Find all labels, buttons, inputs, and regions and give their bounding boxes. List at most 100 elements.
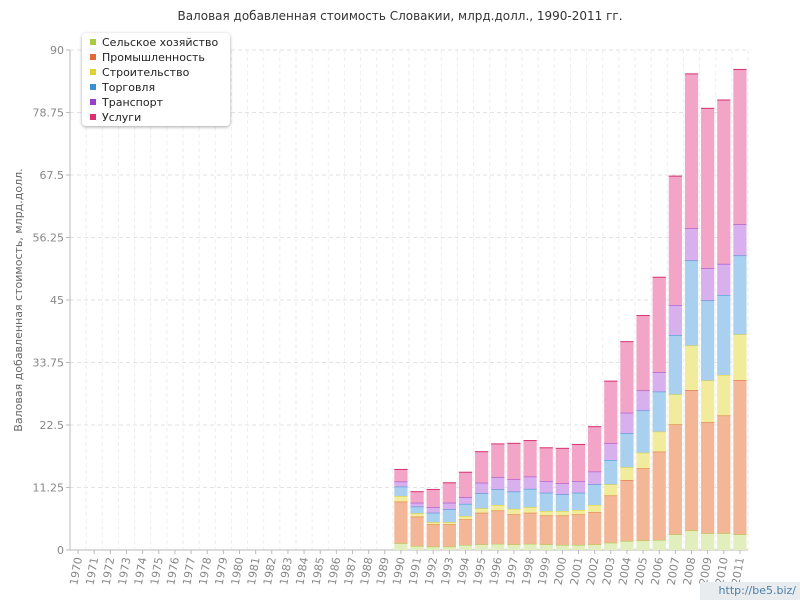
x-tick-label: 1975 — [148, 556, 166, 586]
bar-segment — [523, 512, 537, 544]
x-tick-label: 1970 — [67, 556, 85, 586]
legend: Сельское хозяйство Промышленность Строител… — [82, 33, 230, 126]
bar-segment — [491, 543, 505, 550]
x-tick-label: 1984 — [293, 556, 311, 586]
bar-segment — [588, 471, 602, 485]
bar-segment — [604, 460, 618, 485]
bar-segment — [475, 451, 489, 483]
bar-segment — [684, 228, 699, 261]
y-tick-label: 45 — [50, 294, 64, 307]
y-tick-label: 67.5 — [40, 169, 65, 182]
bar-segment — [555, 448, 569, 484]
legend-label: Транспорт — [102, 96, 163, 109]
bars — [394, 68, 747, 550]
x-tick-label: 2000 — [552, 556, 570, 586]
bar-segment — [539, 544, 553, 550]
legend-swatch — [90, 69, 96, 75]
bar-segment — [507, 544, 521, 550]
x-tick-label: 1988 — [358, 556, 376, 586]
bar-segment — [410, 513, 424, 517]
bar-segment — [491, 477, 505, 490]
y-axis-label: Валовая добавленная стоимость, млрд.долл… — [12, 168, 25, 431]
bar-segment — [668, 394, 682, 425]
bar-segment — [539, 515, 553, 545]
bar-segment — [684, 390, 699, 531]
bar-segment — [733, 69, 747, 225]
bar-segment — [588, 505, 602, 513]
x-tick-label: 1983 — [277, 556, 295, 586]
bar-segment — [652, 277, 666, 373]
bar-segment — [620, 467, 634, 480]
legend-item: Услуги — [90, 111, 141, 126]
legend-swatch — [90, 84, 96, 90]
bar-segment — [410, 506, 424, 514]
x-tick-label: 1994 — [455, 556, 473, 586]
legend-swatch — [90, 114, 96, 120]
bar-segment — [539, 511, 553, 516]
bar-segment — [636, 315, 650, 391]
x-tick-label: 2005 — [632, 556, 650, 586]
bar-segment — [410, 502, 424, 507]
legend-item: Сельское хозяйство — [90, 36, 218, 51]
x-tick-label: 1997 — [503, 556, 521, 586]
bar-segment — [571, 444, 586, 482]
bar-segment — [555, 515, 569, 545]
bar-segment — [668, 424, 682, 535]
bar-segment — [507, 443, 521, 480]
bar-segment — [442, 524, 456, 547]
bar-segment — [491, 505, 505, 511]
x-tick-label: 1990 — [390, 556, 408, 586]
bar-segment — [394, 469, 408, 482]
bar-segment — [701, 300, 715, 381]
bar-segment — [426, 546, 440, 550]
x-tick-label: 2011 — [729, 556, 747, 586]
bar-segment — [491, 489, 505, 505]
bar-segment — [523, 543, 537, 550]
bar-segment — [458, 497, 473, 504]
legend-item: Промышленность — [90, 51, 205, 66]
x-tick-label: 1989 — [374, 556, 392, 586]
bar-segment — [717, 415, 731, 534]
x-tick-label: 1998 — [519, 556, 537, 586]
chart-title: Валовая добавленная стоимость Словакии, … — [177, 9, 623, 23]
legend-item: Транспорт — [90, 96, 163, 111]
bar-segment — [717, 295, 731, 375]
bar-segment — [588, 544, 602, 550]
bar-segment — [426, 524, 440, 547]
legend-label: Промышленность — [102, 51, 205, 64]
y-tick-label: 22.5 — [40, 419, 65, 432]
bar-segment — [410, 516, 424, 547]
bar-segment — [668, 305, 682, 335]
y-tick-label: 56.25 — [33, 232, 65, 245]
bar-segment — [588, 484, 602, 505]
x-tick-label: 1985 — [310, 556, 328, 586]
bar-segment — [668, 176, 682, 305]
x-tick-label: 1981 — [245, 556, 263, 586]
x-tick-label: 1972 — [100, 556, 118, 586]
y-tick-label: 78.75 — [33, 107, 65, 120]
bar-segment — [733, 224, 747, 256]
x-tick-label: 2009 — [697, 556, 715, 586]
bar-segment — [475, 544, 489, 550]
legend-item: Торговля — [90, 81, 155, 96]
x-tick-label: 2006 — [649, 556, 667, 586]
bar-segment — [458, 519, 473, 545]
x-tick-label: 2010 — [713, 556, 731, 586]
bar-segment — [684, 73, 699, 229]
x-tick-label: 1977 — [180, 556, 198, 586]
bar-segment — [620, 480, 634, 542]
bar-segment — [475, 493, 489, 509]
bar-segment — [491, 510, 505, 544]
tick-labels: 011.2522.533.754556.2567.578.75901970197… — [33, 44, 747, 586]
bar-segment — [442, 509, 456, 523]
x-tick-label: 1996 — [487, 556, 505, 586]
bar-segment — [475, 508, 489, 513]
bar-segment — [701, 268, 715, 301]
bar-segment — [636, 452, 650, 469]
y-tick-label: 90 — [50, 44, 64, 57]
bar-segment — [620, 341, 634, 413]
legend-swatch — [90, 54, 96, 60]
x-tick-label: 2001 — [568, 556, 586, 586]
x-tick-label: 2004 — [616, 556, 634, 586]
x-tick-label: 1973 — [116, 556, 134, 586]
